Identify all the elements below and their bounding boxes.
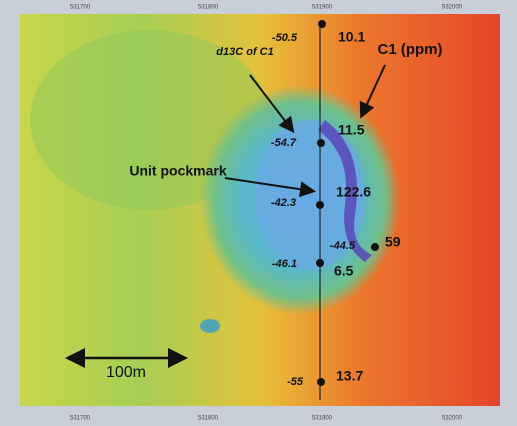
sample-point: [317, 378, 325, 386]
arrow: [359, 64, 386, 119]
ppm-value: 6.5: [334, 263, 354, 279]
d13c-value: -55: [287, 376, 304, 388]
label: d13C of C1: [216, 46, 273, 58]
small-depression: [200, 319, 220, 333]
sample-point: [316, 201, 324, 209]
label: C1 (ppm): [378, 41, 443, 58]
d13c-value: -44.5: [330, 240, 356, 252]
ppm-value: 10.1: [338, 29, 365, 45]
coord-label: 531900: [312, 5, 333, 11]
sample-point: [371, 243, 379, 251]
pockmark-rim: [318, 120, 372, 262]
coord-label: 531700: [70, 416, 91, 422]
sample-point: [317, 139, 325, 147]
ppm-value: 59: [385, 234, 401, 250]
scale-label: 100m: [106, 364, 146, 381]
d13c-value: -42.3: [271, 197, 296, 209]
coord-label: 531800: [198, 5, 219, 11]
sample-point: [318, 20, 326, 28]
d13c-value: -46.1: [272, 258, 297, 270]
d13c-value: -54.7: [271, 137, 297, 149]
ppm-value: 122.6: [336, 184, 371, 200]
coord-label: 531800: [198, 416, 219, 422]
coord-label: 532000: [442, 416, 463, 422]
label: Unit pockmark: [129, 163, 226, 179]
d13c-value: -50.5: [272, 32, 298, 44]
coord-label: 532000: [442, 5, 463, 11]
arrow: [249, 74, 295, 134]
ppm-value: 13.7: [336, 368, 363, 384]
coord-label: 531700: [70, 5, 91, 11]
coord-label: 531900: [312, 416, 333, 422]
sample-point: [316, 259, 324, 267]
arrow: [224, 177, 316, 198]
ppm-value: 11.5: [338, 122, 365, 138]
